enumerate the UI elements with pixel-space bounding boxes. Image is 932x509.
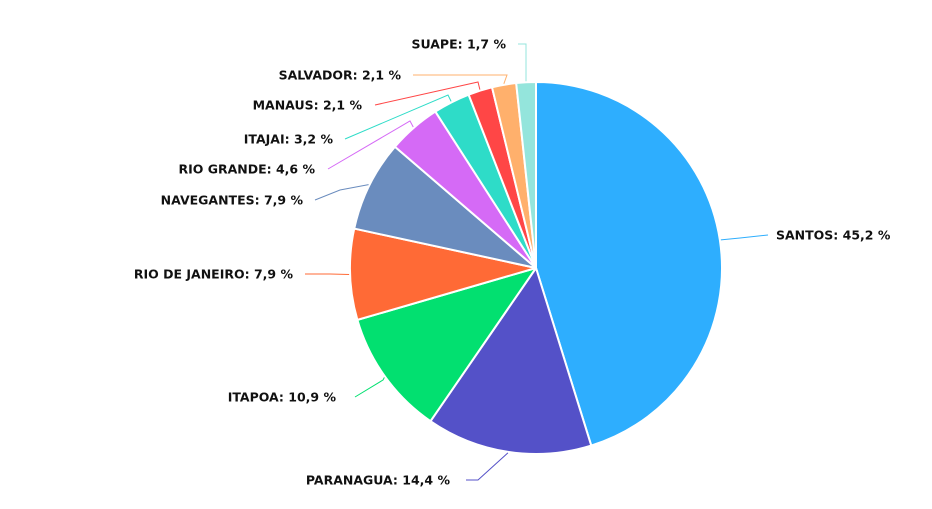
leader-line — [518, 43, 527, 82]
pie-slice-itapoa[interactable] — [356, 267, 537, 423]
data-label: MANAUS: 2,1 % — [253, 98, 363, 113]
pie-slice-santos[interactable] — [535, 81, 724, 447]
leader-line — [720, 234, 769, 241]
data-label: RIO DE JANEIRO: 7,9 % — [134, 267, 294, 282]
leader-line — [466, 452, 509, 481]
data-label: PARANAGUA: 14,4 % — [306, 473, 451, 488]
data-label: ITAJAI: 3,2 % — [244, 132, 334, 147]
data-label: RIO GRANDE: 4,6 % — [178, 162, 315, 177]
pie-slice-rio-de-janeiro[interactable] — [349, 227, 537, 321]
leader-line — [327, 120, 414, 170]
leader-line — [413, 74, 508, 84]
pie-slice-paranagua[interactable] — [429, 267, 593, 455]
data-label: ITAPOA: 10,9 % — [228, 390, 337, 405]
pie-slice-navegantes[interactable] — [353, 145, 537, 269]
data-label: SALVADOR: 2,1 % — [279, 68, 402, 83]
leader-line — [344, 94, 452, 140]
data-label: SANTOS: 45,2 % — [776, 228, 891, 243]
data-label: SUAPE: 1,7 % — [411, 37, 506, 52]
leader-line — [314, 184, 369, 201]
leader-line — [354, 377, 385, 398]
leader-line — [374, 81, 481, 106]
pie-slice-suape[interactable] — [515, 81, 537, 269]
data-label: NAVEGANTES: 7,9 % — [161, 193, 304, 208]
